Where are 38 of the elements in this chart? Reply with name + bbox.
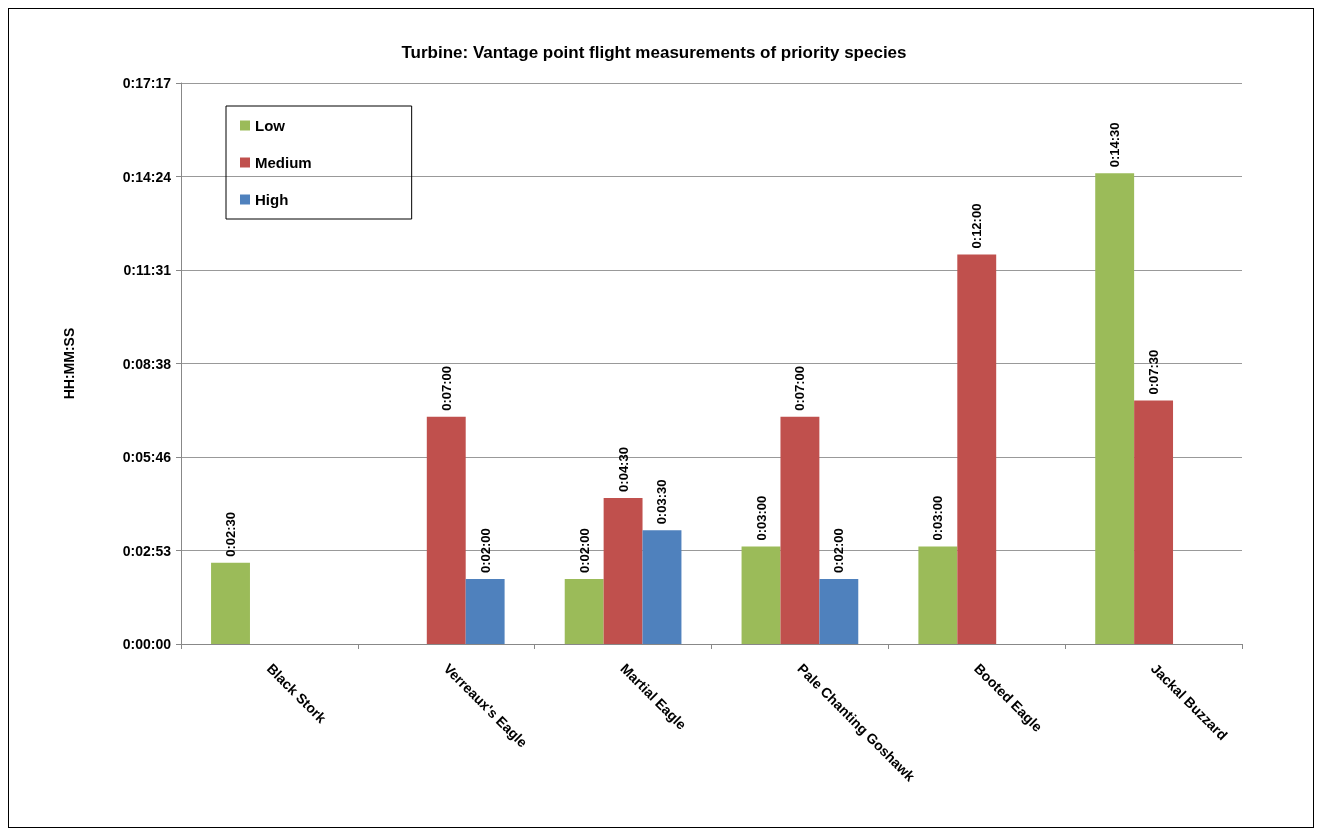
bar xyxy=(211,562,250,644)
bar xyxy=(642,530,682,644)
bar xyxy=(819,579,859,644)
y-tick-label: 0:08:38 xyxy=(122,355,172,372)
data-label: 0:02:00 xyxy=(831,528,847,574)
y-tick-label: 0:14:24 xyxy=(122,168,172,185)
y-tick-label: 0:02:53 xyxy=(122,542,172,559)
bar xyxy=(603,497,643,644)
y-tick-label: 0:00:00 xyxy=(122,636,172,652)
bar xyxy=(564,579,604,644)
y-axis-title: HH:MM:SS xyxy=(61,327,77,400)
bar xyxy=(780,416,820,644)
data-label: 0:03:30 xyxy=(654,479,670,525)
data-label: 0:03:00 xyxy=(930,495,946,541)
data-label: 0:14:30 xyxy=(1107,122,1123,168)
data-label: 0:02:00 xyxy=(477,528,493,574)
bar xyxy=(918,546,958,644)
bar xyxy=(741,546,781,644)
y-tick-label: 0:05:46 xyxy=(122,449,172,465)
legend-label: Low xyxy=(255,117,286,134)
bar xyxy=(426,416,466,644)
legend-label: Medium xyxy=(255,154,312,171)
data-label: 0:03:00 xyxy=(753,495,769,541)
y-tick-label: 0:17:17 xyxy=(122,75,172,91)
data-label: 0:02:30 xyxy=(223,512,239,557)
data-label: 0:07:00 xyxy=(792,365,808,411)
bar xyxy=(957,254,997,644)
chart-title: Turbine: Vantage point flight measurements of priority species xyxy=(401,43,907,62)
bar xyxy=(1134,400,1174,644)
bar xyxy=(1095,173,1135,644)
y-tick-label: 0:11:31 xyxy=(123,262,172,278)
data-label: 0:07:30 xyxy=(1146,349,1162,395)
data-label: 0:04:30 xyxy=(615,447,631,492)
data-label: 0:12:00 xyxy=(969,203,985,249)
data-label: 0:02:00 xyxy=(576,528,592,574)
data-label: 0:07:00 xyxy=(438,365,454,411)
legend-label: High xyxy=(255,191,289,208)
bar xyxy=(465,579,505,644)
